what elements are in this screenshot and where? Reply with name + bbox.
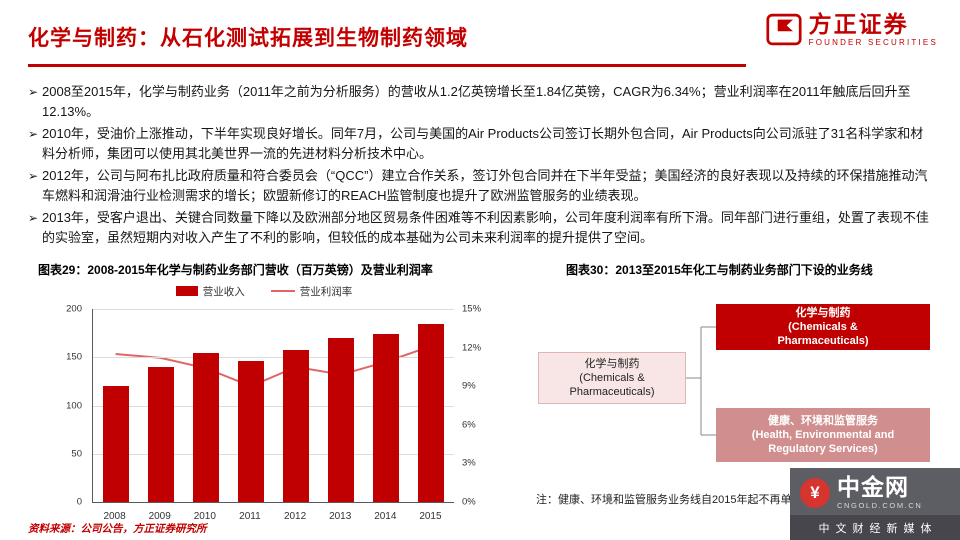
x-axis-tick: 2012	[283, 511, 307, 522]
bullet-list: ➢ 2008至2015年，化学与制药业务（2011年之前为分析服务）的营收从1.…	[28, 82, 934, 250]
revenue-bar-2008	[102, 386, 129, 502]
legend-label: 营业收入	[202, 285, 245, 298]
x-axis-tick: 2015	[419, 511, 442, 522]
chart-legend: 营业收入 营业利润率	[40, 283, 488, 299]
right-axis-tick: 15%	[462, 303, 482, 315]
revenue-bar-2011	[237, 361, 264, 502]
revenue-bar-2009	[147, 366, 174, 502]
diagram-box-parent: 化学与制药 (Chemicals & Pharmaceuticals)	[538, 352, 686, 404]
bullet-arrow-icon: ➢	[28, 169, 39, 183]
right-axis-tick: 0%	[462, 496, 476, 508]
figure30-note: 注：健康、环境和监管服务业务线自2015年起不再单独列示	[536, 494, 825, 506]
cngold-watermark: ¥ 中金网 CNGOLD.COM.CN 中文财经新媒体	[790, 468, 960, 540]
watermark-name: 中金网	[837, 473, 909, 500]
watermark-brand-row: ¥ 中金网 CNGOLD.COM.CN	[790, 468, 960, 515]
bullet-text: 2012年，公司与阿布扎比政府质量和符合委员会（“QCC”）建立合作关系，签订外…	[42, 168, 928, 203]
source-note: 资料来源：公司公告，方正证券研究所	[28, 523, 207, 535]
x-axis-tick: 2010	[193, 511, 216, 522]
bullet-text: 2008至2015年，化学与制药业务（2011年之前为分析服务）的营收从1.2亿…	[42, 84, 911, 119]
left-axis-tick: 0	[76, 496, 82, 508]
right-axis-tick: 3%	[462, 457, 476, 469]
bullet-item-1: ➢ 2008至2015年，化学与制药业务（2011年之前为分析服务）的营收从1.…	[28, 82, 934, 122]
bullet-text: 2013年，受客户退出、关键合同数量下降以及欧洲部分地区贸易条件困难等不利因素影…	[42, 210, 929, 245]
x-axis-tick: 2009	[148, 511, 171, 522]
watermark-domain: CNGOLD.COM.CN	[837, 501, 923, 511]
left-axis-tick: 50	[71, 448, 82, 460]
line-swatch-icon	[270, 290, 295, 292]
founder-flag-icon	[766, 13, 802, 46]
bullet-item-3: ➢ 2012年，公司与阿布扎比政府质量和符合委员会（“QCC”）建立合作关系，签…	[28, 166, 934, 206]
bullet-item-4: ➢ 2013年，受客户退出、关键合同数量下降以及欧洲部分地区贸易条件困难等不利因…	[28, 208, 934, 248]
right-axis-tick: 6%	[462, 419, 476, 431]
title-underline	[28, 64, 746, 67]
founder-securities-logo: 方正证券 FOUNDER SECURITIES	[766, 12, 938, 47]
legend-label: 营业利润率	[299, 285, 353, 298]
gridline	[93, 357, 454, 359]
page-title: 化学与制药：从石化测试拓展到生物制药领域	[28, 27, 468, 50]
left-axis-tick: 200	[66, 303, 82, 315]
legend-item-revenue: 营业收入	[175, 284, 245, 299]
bullet-arrow-icon: ➢	[28, 127, 39, 141]
gridline	[93, 309, 454, 310]
bullet-text: 2010年，受油价上涨推动，下半年实现良好增长。同年7月，公司与美国的Air P…	[42, 126, 924, 161]
revenue-bar-2010	[192, 353, 219, 502]
gridline	[93, 453, 454, 455]
left-axis-ticks: 0 50 100 150 200	[40, 304, 88, 508]
x-axis-tick: 2013	[329, 511, 352, 522]
diagram-box-chemicals: 化学与制药 (Chemicals & Pharmaceuticals)	[716, 304, 930, 350]
revenue-bar-2013	[328, 337, 355, 502]
right-axis-tick: 9%	[462, 380, 476, 392]
diagram-connectors	[686, 326, 716, 436]
figure30-title: 图表30：2013至2015年化工与制药业务部门下设的业务线	[566, 263, 873, 277]
bullet-item-2: ➢ 2010年，受油价上涨推动，下半年实现良好增长。同年7月，公司与美国的Air…	[28, 124, 934, 164]
logo-subtitle: FOUNDER SECURITIES	[808, 38, 938, 48]
figure29-chart: 营业收入 营业利润率 0 50 100 150 200 0% 3% 6% 9% 12% 15% 2…	[40, 283, 488, 525]
plot-area	[92, 309, 454, 503]
bar-swatch-icon	[175, 286, 198, 296]
left-axis-tick: 100	[66, 400, 82, 411]
x-axis-tick: 2014	[374, 511, 397, 522]
right-axis-tick: 12%	[462, 342, 482, 354]
x-axis-tick: 2008	[103, 511, 126, 522]
right-axis-ticks: 0% 3% 6% 9% 12% 15%	[458, 304, 488, 508]
figure30-diagram: 化学与制药 (Chemicals & Pharmaceuticals) 化学与制…	[520, 292, 940, 487]
diagram-box-health-services: 健康、环境和监管服务 (Health, Environmental and Re…	[716, 408, 930, 462]
bullet-arrow-icon: ➢	[28, 211, 39, 225]
x-axis-tick: 2011	[239, 511, 261, 522]
revenue-bar-2015	[418, 324, 445, 502]
legend-item-margin: 营业利润率	[270, 284, 353, 299]
figure29-title: 图表29：2008-2015年化学与制药业务部门营收（百万英镑）及营业利润率	[38, 263, 433, 277]
watermark-tagline: 中文财经新媒体	[790, 515, 960, 540]
cngold-logo-icon: ¥	[800, 477, 830, 508]
gridline	[93, 405, 454, 407]
x-axis-ticks: 2008 2009 2010 2011 2012 2013 2014 2015	[92, 507, 454, 525]
left-axis-tick: 150	[66, 351, 82, 363]
revenue-bar-2012	[283, 349, 310, 502]
logo-name: 方正证券	[808, 11, 909, 37]
logo-text-block: 方正证券 FOUNDER SECURITIES	[809, 12, 938, 47]
watermark-text-block: 中金网 CNGOLD.COM.CN	[837, 475, 922, 510]
bullet-arrow-icon: ➢	[28, 85, 39, 99]
revenue-bar-2014	[373, 334, 400, 502]
